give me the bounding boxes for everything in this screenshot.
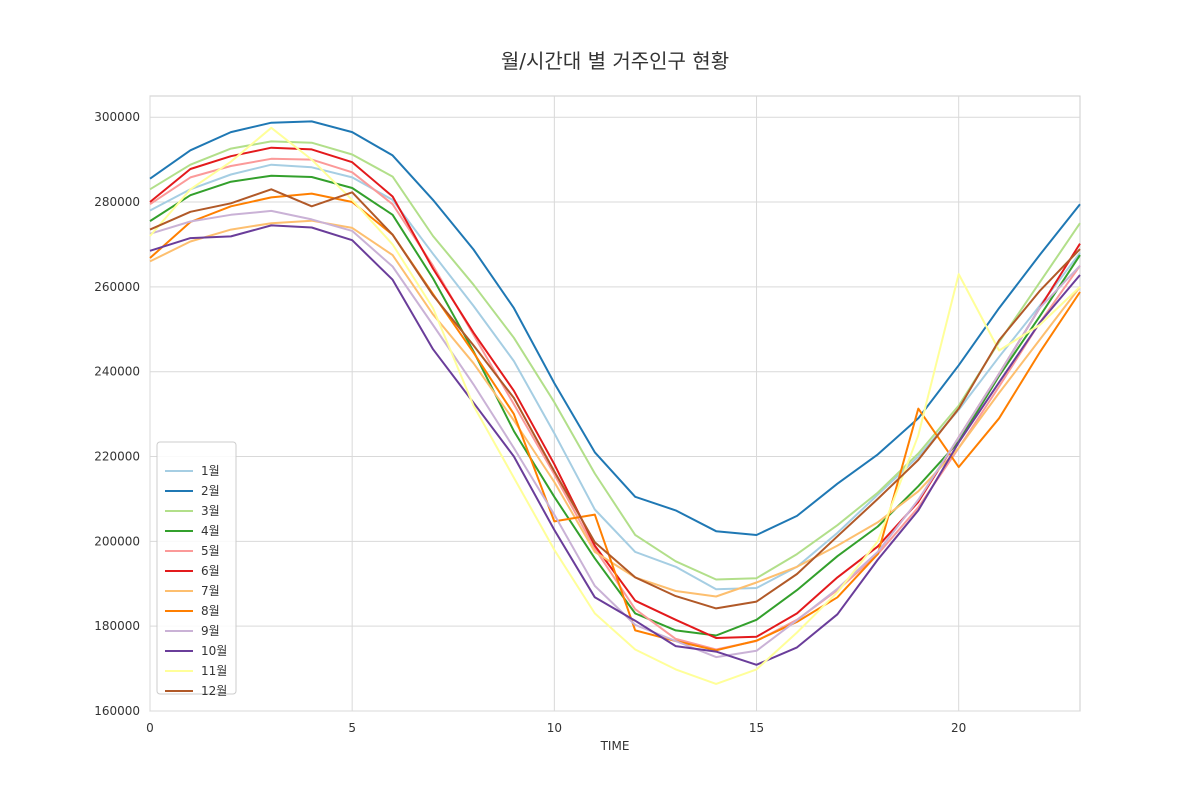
legend-label: 12월 bbox=[201, 684, 227, 698]
legend-label: 9월 bbox=[201, 624, 220, 638]
y-tick-label: 280000 bbox=[94, 195, 140, 209]
series-lines bbox=[149, 120, 1081, 685]
legend: 1월 2월 3월 4월 5월 6월 7월 8월 9월 10월 11월 12월 bbox=[156, 441, 237, 698]
plot-area bbox=[149, 95, 1081, 712]
legend-label: 8월 bbox=[201, 604, 220, 618]
y-tick-label: 200000 bbox=[94, 534, 140, 548]
x-tick-label: 20 bbox=[951, 721, 966, 735]
series-line-10 bbox=[149, 224, 1081, 666]
y-tick-label: 260000 bbox=[94, 280, 140, 294]
legend-label: 3월 bbox=[201, 504, 220, 518]
series-line-3 bbox=[149, 140, 1081, 581]
y-tick-label: 220000 bbox=[94, 450, 140, 464]
y-axis-ticks: 160000 180000 200000 220000 240000 260000 2800… bbox=[94, 110, 140, 718]
grid-lines bbox=[149, 96, 1080, 712]
legend-label: 2월 bbox=[201, 484, 220, 498]
legend-label: 11월 bbox=[201, 664, 227, 678]
legend-label: 7월 bbox=[201, 584, 220, 598]
legend-label: 10월 bbox=[201, 644, 227, 658]
y-tick-label: 180000 bbox=[94, 619, 140, 633]
y-tick-label: 240000 bbox=[94, 365, 140, 379]
plot-frame bbox=[149, 95, 1081, 712]
series-line-9 bbox=[149, 209, 1081, 659]
x-tick-label: 5 bbox=[348, 721, 356, 735]
legend-label: 1월 bbox=[201, 464, 220, 478]
series-line-11 bbox=[149, 126, 1081, 685]
series-line-12 bbox=[149, 188, 1081, 610]
x-axis-label: TIME bbox=[600, 739, 630, 753]
x-tick-label: 15 bbox=[749, 721, 764, 735]
y-tick-label: 300000 bbox=[94, 110, 140, 124]
series-line-7 bbox=[149, 219, 1081, 598]
x-tick-label: 10 bbox=[547, 721, 562, 735]
x-tick-label: 0 bbox=[146, 721, 154, 735]
legend-label: 6월 bbox=[201, 564, 220, 578]
series-line-8 bbox=[149, 192, 1081, 652]
series-line-1 bbox=[149, 163, 1081, 591]
legend-label: 4월 bbox=[201, 524, 220, 538]
x-axis-ticks: 0 5 10 15 20 bbox=[146, 721, 966, 735]
series-line-4 bbox=[149, 174, 1081, 637]
chart-title: 월/시간대 별 거주인구 현황 bbox=[501, 49, 729, 73]
y-tick-label: 160000 bbox=[94, 704, 140, 718]
legend-label: 5월 bbox=[201, 544, 220, 558]
